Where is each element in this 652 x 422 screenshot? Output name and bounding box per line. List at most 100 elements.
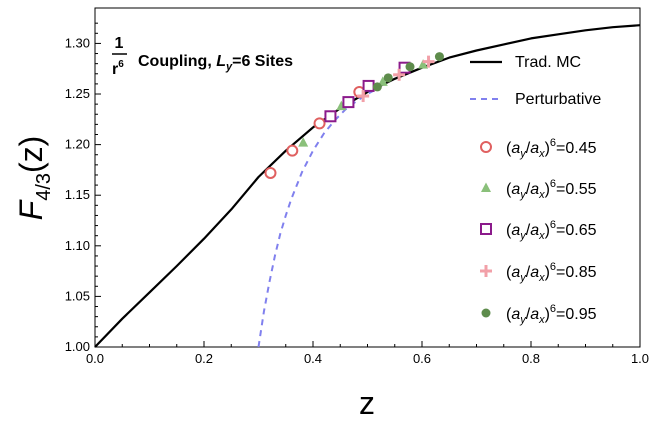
data-point — [434, 52, 444, 62]
x-axis-label: z — [359, 385, 375, 421]
data-point — [264, 166, 277, 179]
data-point — [362, 79, 375, 92]
legend-label-part: x — [538, 272, 545, 284]
legend-label-part: ( — [506, 140, 512, 157]
data-point — [357, 90, 370, 103]
legend-label-part: a — [511, 181, 520, 198]
legend-label-part: ) — [545, 140, 550, 157]
y-tick-label: 1.25 — [65, 86, 90, 101]
legend-item-series: (ay/ax)6=0.85 — [480, 261, 597, 284]
data-point — [393, 68, 406, 81]
y-tick-label: 1.00 — [65, 339, 90, 354]
legend-label-part: 6 — [550, 303, 556, 315]
legend-item-series: (ay/ax)6=0.55 — [481, 178, 597, 201]
y-axis-label-arg: (z) — [13, 136, 49, 173]
data-point — [383, 73, 393, 83]
legend-label-part: y — [519, 189, 527, 201]
data-markers — [264, 52, 444, 179]
legend-label-part: y — [519, 148, 527, 160]
legend-series: (ay/ax)6=0.45(ay/ax)6=0.55(ay/ax)6=0.65(… — [480, 137, 597, 326]
legend-label-part: ( — [506, 264, 512, 281]
legend-label-part: / — [526, 181, 531, 198]
legend-label-part: a — [511, 140, 520, 157]
legend-label-part: y — [519, 230, 527, 242]
legend-label-part: =0.85 — [556, 264, 597, 281]
legend-label-part: a — [530, 140, 539, 157]
legend-label: (ay/ax)6=0.65 — [506, 219, 597, 242]
legend-label-part: x — [538, 148, 545, 160]
legend-label: (ay/ax)6=0.45 — [506, 137, 597, 160]
data-point — [405, 62, 415, 72]
legend-marker — [480, 223, 492, 235]
data-point — [372, 82, 382, 92]
legend-item-series: (ay/ax)6=0.95 — [481, 303, 597, 326]
legend-label-part: a — [530, 264, 539, 281]
legend-label-part: =0.95 — [556, 306, 597, 323]
data-point — [324, 110, 337, 123]
legend-label: (ay/ax)6=0.55 — [506, 178, 597, 201]
legend-label-part: / — [526, 222, 531, 239]
y-tick-label: 1.10 — [65, 238, 90, 253]
legend-label-part: a — [530, 222, 539, 239]
legend-marker — [480, 265, 492, 277]
annotation-L: L — [216, 53, 226, 70]
legend-item-perturbative: Perturbative — [470, 91, 601, 108]
legend-label-perturbative: Perturbative — [515, 91, 601, 108]
legend-label-part: a — [530, 306, 539, 323]
y-tick-label: 1.05 — [65, 288, 90, 303]
legend-label-part: a — [511, 222, 520, 239]
annotation-text: Coupling, Ly=6 Sites — [138, 53, 293, 73]
legend-label-part: y — [519, 272, 527, 284]
data-point — [418, 59, 429, 69]
y-axis-label-sub: 4/3 — [33, 173, 55, 201]
legend-item-series: (ay/ax)6=0.45 — [480, 137, 597, 160]
data-point — [377, 76, 388, 86]
legend-label-part: 6 — [550, 261, 556, 273]
legend-label-part: a — [511, 264, 520, 281]
x-tick-label: 0.6 — [413, 351, 431, 366]
data-point — [286, 144, 299, 157]
x-tick-label: 0.4 — [304, 351, 322, 366]
y-tick-label: 1.15 — [65, 187, 90, 202]
legend: Trad. MC Perturbative (ay/ax)6=0.45(ay/a… — [470, 54, 601, 326]
legend-label-part: ) — [545, 181, 550, 198]
data-point — [422, 55, 435, 68]
legend-marker — [480, 141, 492, 153]
legend-label-part: a — [511, 306, 520, 323]
legend-label-part: =0.65 — [556, 222, 597, 239]
annotation-numerator: 1 — [115, 35, 124, 52]
legend-label-part: / — [526, 306, 531, 323]
trad-mc-curve — [94, 24, 641, 348]
legend-label-part: y — [519, 314, 527, 326]
legend-label: (ay/ax)6=0.85 — [506, 261, 597, 284]
data-point — [313, 117, 326, 130]
legend-label-part: x — [538, 189, 545, 201]
legend-label-part: x — [538, 230, 545, 242]
annotation-L-sub: y — [225, 61, 233, 73]
data-point — [342, 96, 355, 109]
legend-label-trad-mc: Trad. MC — [515, 54, 581, 71]
annotation-denominator-exp: 6 — [118, 59, 124, 70]
x-tick-label: 0.2 — [195, 351, 213, 366]
legend-label-part: x — [538, 314, 545, 326]
legend-label-part: ) — [545, 264, 550, 281]
legend-label-part: a — [530, 181, 539, 198]
legend-label: (ay/ax)6=0.95 — [506, 303, 597, 326]
legend-label-part: / — [526, 264, 531, 281]
legend-label-part: 6 — [550, 137, 556, 149]
y-axis-label: F4/3(z) — [13, 136, 55, 221]
x-tick-label: 1.0 — [631, 351, 649, 366]
legend-marker — [481, 308, 491, 318]
legend-label-part: ) — [545, 222, 550, 239]
legend-label-part: =0.55 — [556, 181, 597, 198]
y-tick-label: 1.20 — [65, 137, 90, 152]
annotation-denominator-base: r — [112, 61, 118, 78]
x-tick-label: 0.0 — [86, 351, 104, 366]
annotation-denominator: r6 — [112, 59, 124, 78]
axis-ticks: 0.0 0.2 0.4 0.6 0.8 1.0 1.00 1.05 1.10 1.15 1.20 1.… — [65, 22, 649, 366]
legend-item-series: (ay/ax)6=0.65 — [480, 219, 597, 242]
legend-label-part: 6 — [550, 178, 556, 190]
data-point — [298, 137, 309, 147]
legend-label-part: =0.45 — [556, 140, 597, 157]
